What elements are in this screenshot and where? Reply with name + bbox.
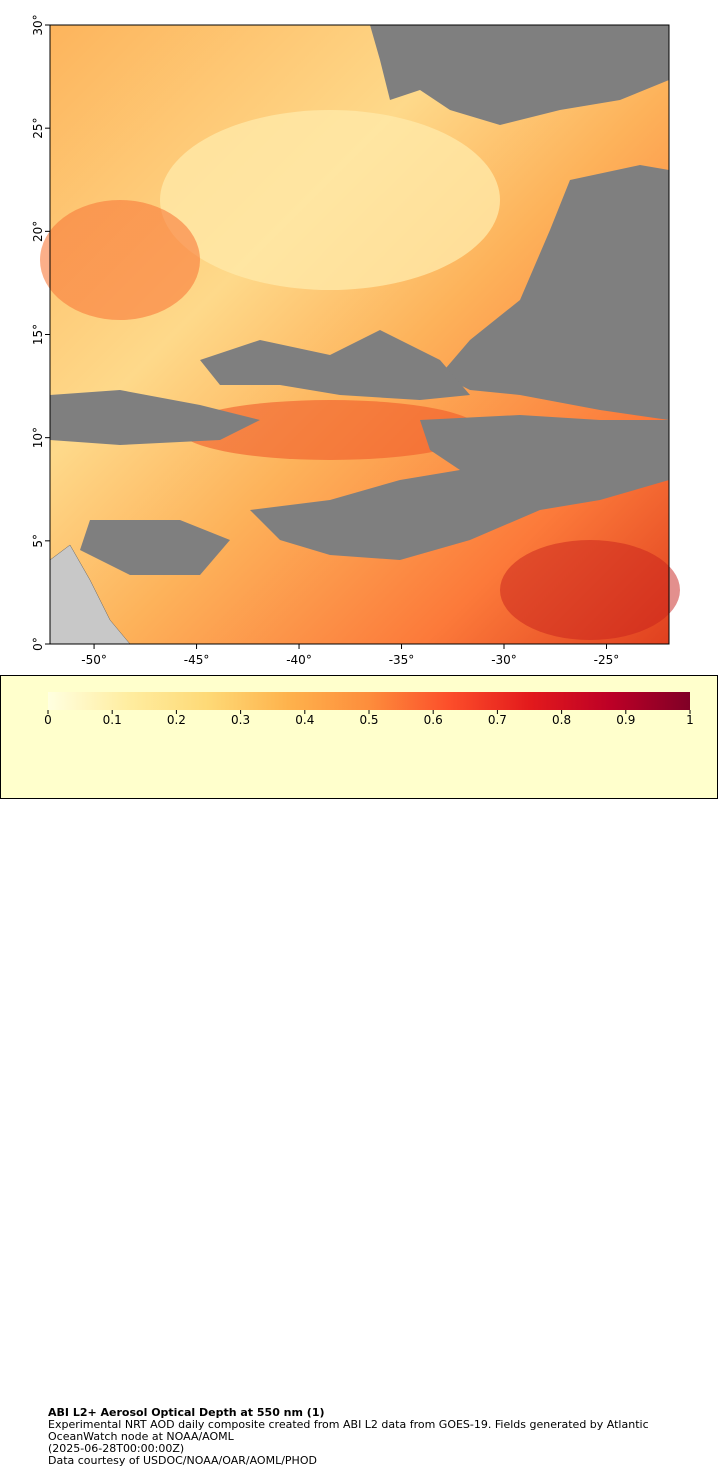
y-tick-label: 30° (31, 14, 45, 35)
y-tick-label: 15° (31, 324, 45, 345)
caption-description: Experimental NRT AOD daily composite cre… (48, 1418, 649, 1443)
map: -50° -45° -40° -35° -30° -25° 0° 5° 10° 15° 20° 25°… (31, 14, 680, 667)
colorbar-tick-label: 1 (686, 713, 694, 727)
caption-timestamp: (2025-06-28T00:00:00Z) (48, 1442, 185, 1455)
colorbar-tick-label: 0.1 (103, 713, 122, 727)
x-tick-label: -45° (184, 653, 210, 667)
colorbar: 0 0.1 0.2 0.3 0.4 0.5 0.6 0.7 0.8 0.9 1 (44, 692, 694, 727)
caption-credit: Data courtesy of USDOC/NOAA/OAR/AOML/PHO… (48, 1454, 317, 1467)
y-tick-label: 0° (31, 637, 45, 651)
caption: ABI L2+ Aerosol Optical Depth at 550 nm … (48, 1407, 698, 1467)
colorbar-tick-label: 0.9 (616, 713, 635, 727)
caption-title: ABI L2+ Aerosol Optical Depth at 550 nm … (48, 1406, 325, 1419)
clouds (50, 25, 669, 575)
cloud (370, 25, 669, 125)
colorbar-tick-label: 0.8 (552, 713, 571, 727)
x-tick-label: -25° (594, 653, 620, 667)
colorbar-tick-label: 0.6 (424, 713, 443, 727)
colorbar-tick-label: 0 (44, 713, 52, 727)
colorbar-tick-label: 0.7 (488, 713, 507, 727)
cloud (250, 415, 669, 560)
colorbar-tick-label: 0.2 (167, 713, 186, 727)
cloud (200, 330, 470, 400)
cloud (80, 520, 230, 575)
page: -50° -45° -40° -35° -30° -25° 0° 5° 10° 15° 20° 25°… (0, 14, 718, 1467)
cloud (440, 165, 669, 420)
y-tick-label: 10° (31, 427, 45, 448)
y-tick-label: 20° (31, 221, 45, 242)
colorbar-bar (48, 692, 690, 710)
colorbar-tick-label: 0.3 (231, 713, 250, 727)
cloud (50, 390, 260, 445)
x-tick-label: -50° (81, 653, 107, 667)
x-tick-label: -30° (491, 653, 517, 667)
colorbar-tick-label: 0.5 (359, 713, 378, 727)
high-aod-region (180, 400, 480, 460)
colorbar-tick-label: 0.4 (295, 713, 314, 727)
legend-panel: 0 0.1 0.2 0.3 0.4 0.5 0.6 0.7 0.8 0.9 1 ABI L2+ Ae… (0, 675, 718, 1467)
y-tick-label: 25° (31, 118, 45, 139)
y-tick-label: 5° (31, 534, 45, 548)
high-aod-region (500, 540, 680, 640)
x-tick-label: -35° (389, 653, 415, 667)
high-aod-region (40, 200, 200, 320)
x-tick-label: -40° (286, 653, 312, 667)
low-aod-region (160, 110, 500, 290)
